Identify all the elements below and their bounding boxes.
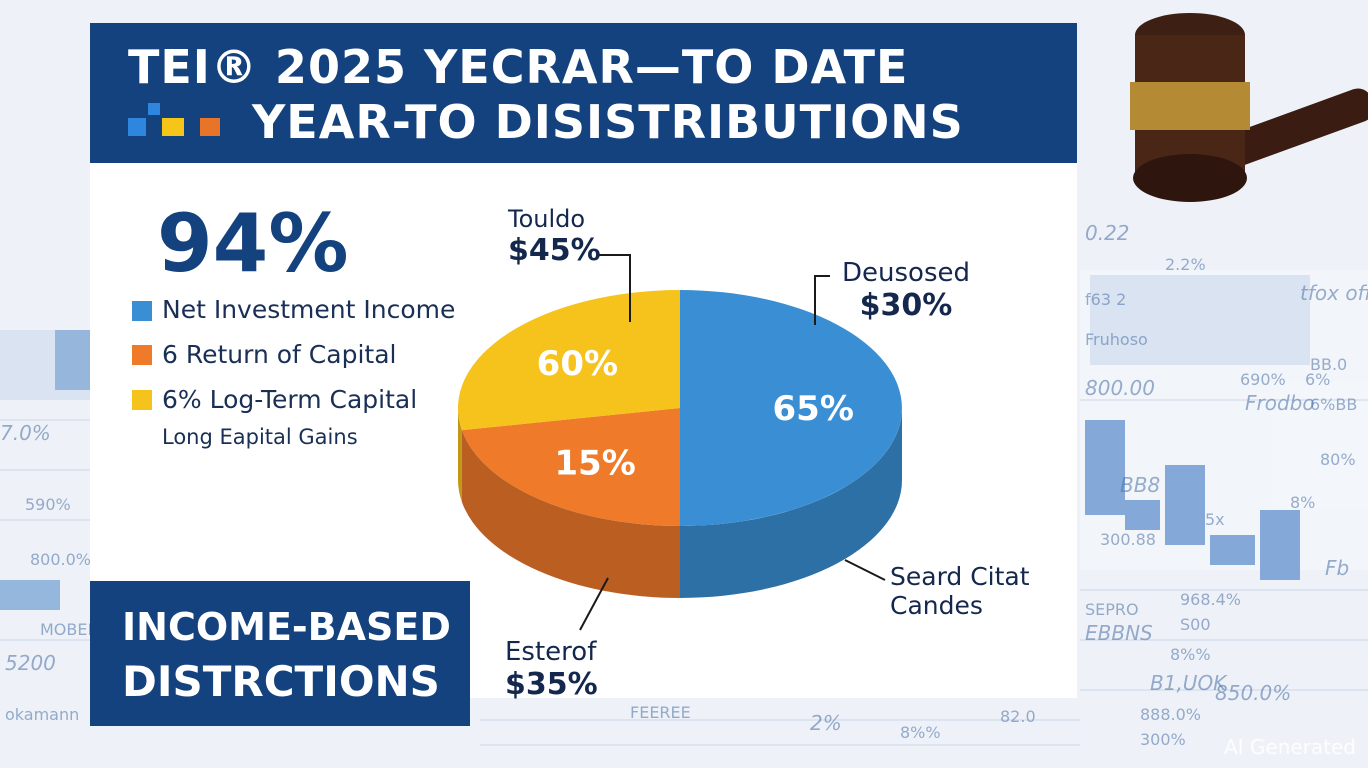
pie-slice-1 bbox=[461, 408, 680, 526]
pie-slice-label-2: 60% bbox=[537, 344, 618, 384]
leader-line-deusosed bbox=[814, 275, 830, 325]
background-text: 800.0% bbox=[30, 550, 91, 569]
background-text: BB.0 bbox=[1310, 355, 1347, 374]
background-text: SEPRO bbox=[1085, 600, 1139, 619]
pie-slice-side bbox=[680, 408, 902, 598]
background-text: 800.00 bbox=[1085, 376, 1155, 400]
background-text: BB8 bbox=[1120, 473, 1160, 497]
logo-square-1 bbox=[148, 103, 160, 115]
background-text: B1,UOK bbox=[1150, 671, 1228, 695]
callout-deusosed-value: $30% bbox=[859, 288, 953, 323]
footer-line1: INCOME-BASED bbox=[122, 605, 451, 649]
legend-swatch-long-term-capital bbox=[132, 390, 152, 410]
background-text: 0.22 bbox=[1085, 221, 1130, 245]
background-text: 6%BB bbox=[1310, 395, 1357, 414]
legend-label-long-term-capital: 6% Log-Term Capital bbox=[162, 385, 418, 414]
pie-slice-label-0: 65% bbox=[773, 389, 854, 429]
footer-banner bbox=[90, 581, 470, 726]
pie-slice-side bbox=[461, 430, 680, 598]
callout-touldo-value: $45% bbox=[508, 233, 601, 268]
background-text: Fb bbox=[1325, 556, 1349, 580]
leader-line-touldo bbox=[597, 254, 631, 322]
background-text: 6% bbox=[1305, 370, 1330, 389]
legend-swatch-net-investment-income bbox=[132, 301, 152, 321]
pie-chart: 65% 15% 60% bbox=[458, 254, 902, 631]
background-text: MOBER bbox=[40, 620, 99, 639]
background-text: Frodbo bbox=[1245, 391, 1315, 415]
pie-slice-2 bbox=[458, 290, 680, 431]
page-title-line1: TEI® 2025 YECRAR—TO DATE bbox=[128, 40, 909, 94]
footer-line2: DISTRCTIONS bbox=[122, 657, 440, 706]
gavel-icon bbox=[1130, 13, 1368, 202]
legend-subtitle: Long Eapital Gains bbox=[162, 425, 358, 449]
background-text: 8%% bbox=[1170, 645, 1211, 664]
background-text: 300.88 bbox=[1100, 530, 1156, 549]
background-text: 968.4% bbox=[1180, 590, 1241, 609]
headline-percent: 94% bbox=[157, 197, 349, 290]
background-text: 888.0% bbox=[1140, 705, 1201, 724]
callout-esterof-value: $35% bbox=[505, 667, 598, 702]
background-text: FEEREE bbox=[630, 703, 691, 722]
legend-label-net-investment-income: Net Investment Income bbox=[162, 295, 456, 324]
background-text: 80% bbox=[1320, 450, 1356, 469]
pie-slice-0 bbox=[680, 290, 902, 526]
background-text: 7.0% bbox=[0, 421, 51, 445]
background-text: tfox oficks bbox=[1300, 281, 1368, 305]
background-text: 5x bbox=[1205, 510, 1225, 529]
logo-square-2 bbox=[128, 118, 146, 136]
callout-seard-citat-name: Seard Citat bbox=[890, 562, 1030, 591]
background-text: 850.0% bbox=[1215, 681, 1291, 705]
header-banner bbox=[90, 23, 1077, 163]
background-text: 8%% bbox=[900, 723, 941, 742]
background-text: f63 2 bbox=[1085, 290, 1126, 309]
callout-touldo-name: Touldo bbox=[508, 205, 586, 233]
callout-esterof: Esterof $35% bbox=[505, 637, 598, 702]
pie-slice-side bbox=[458, 408, 462, 503]
background-text: 590% bbox=[25, 495, 71, 514]
callout-deusosed: Deusosed $30% bbox=[842, 258, 970, 323]
background-text: EBBNS bbox=[1085, 621, 1153, 645]
ai-generated-watermark: AI Generated bbox=[1223, 735, 1356, 759]
background-text: S00 bbox=[1180, 615, 1211, 634]
logo-square-3 bbox=[162, 118, 184, 136]
background-text: 300% bbox=[1140, 730, 1186, 749]
background-text: Fruhoso bbox=[1085, 330, 1148, 349]
legend-swatch-return-of-capital bbox=[132, 345, 152, 365]
legend-label-return-of-capital: 6 Return of Capital bbox=[162, 340, 397, 369]
callout-touldo: Touldo $45% bbox=[508, 205, 601, 268]
background-text: 2% bbox=[810, 711, 842, 735]
callout-seard-citat-value: Candes bbox=[890, 591, 983, 620]
callout-deusosed-name: Deusosed bbox=[842, 258, 970, 288]
background-text: 8% bbox=[1290, 493, 1315, 512]
callout-esterof-name: Esterof bbox=[505, 637, 597, 667]
logo-square-4 bbox=[200, 118, 220, 136]
page-title-line2: YEAR-TO DISISTRIBUTIONS bbox=[252, 95, 964, 149]
leader-line-seard-citat bbox=[844, 559, 886, 581]
background-text: 2.2% bbox=[1165, 255, 1206, 274]
background-text: 5200 bbox=[5, 651, 56, 675]
leader-line-esterof bbox=[579, 577, 609, 631]
callout-seard-citat: Seard Citat Candes bbox=[890, 562, 1030, 620]
background-text: 690% bbox=[1240, 370, 1286, 389]
pie-slice-label-1: 15% bbox=[554, 444, 635, 484]
background-text: 82.0 bbox=[1000, 707, 1036, 726]
background-text: okamann bbox=[5, 705, 79, 724]
